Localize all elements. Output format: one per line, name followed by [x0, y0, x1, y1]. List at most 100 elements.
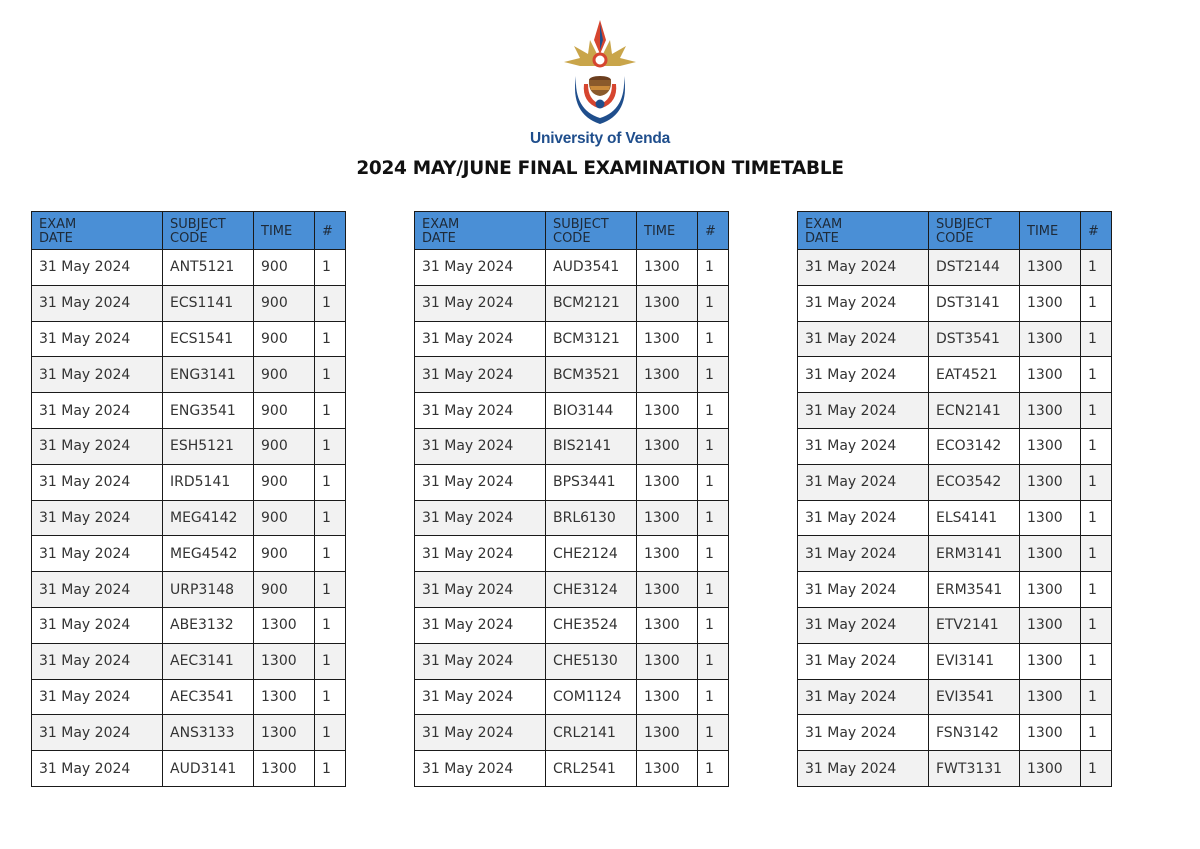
table-row: 31 May 2024 ANS3133 1300 1 [31, 714, 346, 752]
table-row: 31 May 2024 AUD3141 1300 1 [31, 750, 346, 787]
time-cell: 1300 [1019, 642, 1081, 680]
exam-date-cell: 31 May 2024 [414, 535, 546, 573]
exam-date-cell: 31 May 2024 [31, 714, 163, 752]
subject-code-cell: BCM2121 [545, 284, 637, 322]
time-cell: 1300 [1019, 606, 1081, 644]
time-cell: 1300 [1019, 392, 1081, 429]
university-logo: University of Venda [520, 14, 680, 154]
exam-date-cell: 31 May 2024 [414, 606, 546, 644]
table-row: 31 May 2024 DST2144 1300 1 [797, 249, 1112, 286]
header-label: EXAM DATE [422, 216, 460, 246]
time-cell: 1300 [636, 463, 698, 501]
time-cell: 900 [253, 571, 315, 608]
table-row: 31 May 2024 EVI3541 1300 1 [797, 678, 1112, 716]
count-cell: 1 [697, 750, 729, 787]
time-cell: 1300 [636, 427, 698, 465]
exam-date-cell: 31 May 2024 [31, 606, 163, 644]
table-row: 31 May 2024 ECS1541 900 1 [31, 320, 346, 358]
exam-date-cell: 31 May 2024 [414, 499, 546, 537]
subject-code-cell: MEG4542 [162, 535, 254, 573]
table-row: 31 May 2024 BRL6130 1300 1 [414, 499, 729, 537]
count-cell: 1 [314, 606, 346, 644]
exam-date-cell: 31 May 2024 [31, 427, 163, 465]
exam-date-cell: 31 May 2024 [797, 642, 929, 680]
count-cell: 1 [697, 678, 729, 716]
exam-date-cell: 31 May 2024 [797, 392, 929, 429]
table-row: 31 May 2024 ELS4141 1300 1 [797, 499, 1112, 537]
count-cell: 1 [314, 356, 346, 394]
exam-date-cell: 31 May 2024 [797, 249, 929, 286]
exam-date-cell: 31 May 2024 [797, 499, 929, 537]
header-label: EXAM DATE [39, 216, 77, 246]
time-cell: 1300 [1019, 714, 1081, 752]
time-cell: 1300 [636, 284, 698, 322]
header-count: # [1080, 211, 1112, 250]
subject-code-cell: DST2144 [928, 249, 1020, 286]
subject-code-cell: AUD3541 [545, 249, 637, 286]
timetable-table-1: EXAM DATE SUBJECT CODE TIME #31 May 2024 ANT… [31, 211, 346, 787]
subject-code-cell: ABE3132 [162, 606, 254, 644]
header-time: TIME [1019, 211, 1081, 250]
exam-date-cell: 31 May 2024 [31, 499, 163, 537]
count-cell: 1 [1080, 284, 1112, 322]
count-cell: 1 [314, 571, 346, 608]
count-cell: 1 [697, 249, 729, 286]
exam-date-cell: 31 May 2024 [797, 356, 929, 394]
exam-date-cell: 31 May 2024 [31, 642, 163, 680]
count-cell: 1 [314, 392, 346, 429]
time-cell: 1300 [636, 571, 698, 608]
table-row: 31 May 2024 CRL2541 1300 1 [414, 750, 729, 787]
table-row: 31 May 2024 BCM3521 1300 1 [414, 356, 729, 394]
exam-date-cell: 31 May 2024 [797, 750, 929, 787]
count-cell: 1 [314, 678, 346, 716]
subject-code-cell: DST3141 [928, 284, 1020, 322]
subject-code-cell: BCM3521 [545, 356, 637, 394]
subject-code-cell: BPS3441 [545, 463, 637, 501]
exam-date-cell: 31 May 2024 [414, 750, 546, 787]
subject-code-cell: ERM3141 [928, 535, 1020, 573]
table-row: 31 May 2024 ENG3141 900 1 [31, 356, 346, 394]
count-cell: 1 [1080, 714, 1112, 752]
subject-code-cell: ECN2141 [928, 392, 1020, 429]
exam-date-cell: 31 May 2024 [31, 463, 163, 501]
exam-date-cell: 31 May 2024 [414, 642, 546, 680]
count-cell: 1 [697, 427, 729, 465]
count-cell: 1 [1080, 678, 1112, 716]
count-cell: 1 [697, 463, 729, 501]
table-header-row: EXAM DATE SUBJECT CODE TIME # [414, 211, 729, 250]
header-label: SUBJECT CODE [553, 216, 609, 246]
count-cell: 1 [314, 499, 346, 537]
subject-code-cell: ECO3142 [928, 427, 1020, 465]
count-cell: 1 [314, 284, 346, 322]
header-time: TIME [253, 211, 315, 250]
time-cell: 1300 [1019, 356, 1081, 394]
table-row: 31 May 2024 COM1124 1300 1 [414, 678, 729, 716]
subject-code-cell: BIO3144 [545, 392, 637, 429]
table-row: 31 May 2024 MEG4142 900 1 [31, 499, 346, 537]
time-cell: 1300 [636, 499, 698, 537]
header-subject-code: SUBJECT CODE [928, 211, 1020, 250]
time-cell: 900 [253, 535, 315, 573]
exam-date-cell: 31 May 2024 [31, 392, 163, 429]
count-cell: 1 [1080, 427, 1112, 465]
subject-code-cell: ESH5121 [162, 427, 254, 465]
count-cell: 1 [697, 714, 729, 752]
exam-date-cell: 31 May 2024 [414, 571, 546, 608]
exam-date-cell: 31 May 2024 [797, 571, 929, 608]
time-cell: 900 [253, 499, 315, 537]
time-cell: 1300 [1019, 750, 1081, 787]
table-row: 31 May 2024 ENG3541 900 1 [31, 392, 346, 429]
count-cell: 1 [1080, 356, 1112, 394]
table-row: 31 May 2024 AEC3541 1300 1 [31, 678, 346, 716]
time-cell: 900 [253, 284, 315, 322]
time-cell: 900 [253, 392, 315, 429]
table-row: 31 May 2024 ERM3141 1300 1 [797, 535, 1112, 573]
subject-code-cell: CRL2541 [545, 750, 637, 787]
count-cell: 1 [1080, 606, 1112, 644]
time-cell: 1300 [253, 750, 315, 787]
exam-date-cell: 31 May 2024 [414, 714, 546, 752]
exam-date-cell: 31 May 2024 [31, 750, 163, 787]
subject-code-cell: AUD3141 [162, 750, 254, 787]
exam-date-cell: 31 May 2024 [31, 320, 163, 358]
count-cell: 1 [314, 427, 346, 465]
